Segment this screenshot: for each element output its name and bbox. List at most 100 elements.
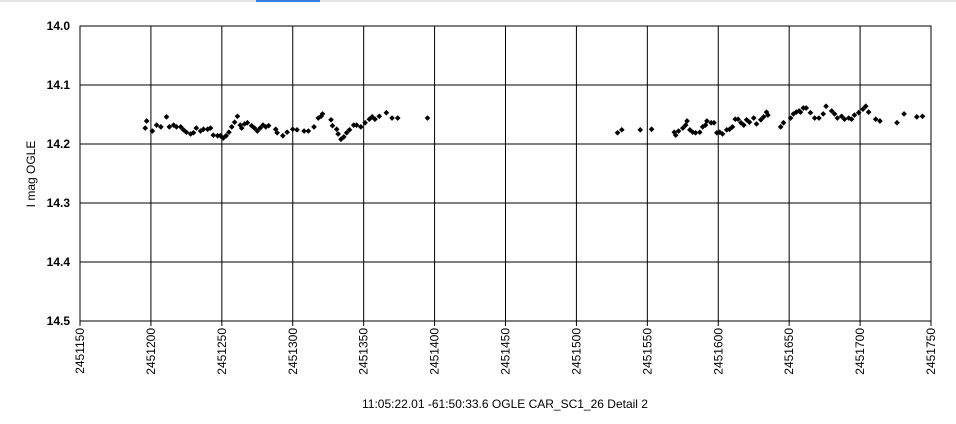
data-point (190, 129, 197, 136)
data-point (333, 126, 340, 133)
data-point (760, 114, 767, 120)
top-tab (256, 0, 320, 2)
data-point (807, 109, 814, 116)
data-point (901, 111, 907, 117)
data-point (153, 122, 160, 128)
data-point (672, 132, 679, 138)
data-point (193, 125, 200, 131)
x-tick-label: 2451350 (357, 328, 371, 375)
data-point (757, 116, 764, 123)
data-point (305, 128, 312, 134)
data-point (692, 129, 699, 136)
data-point (346, 127, 353, 133)
x-tick-label: 2451450 (499, 328, 513, 375)
data-point (279, 132, 286, 139)
data-point (394, 115, 401, 121)
data-point (637, 127, 644, 133)
data-point (803, 105, 810, 111)
data-point (913, 114, 920, 120)
data-point (753, 121, 760, 127)
data-point (740, 122, 747, 128)
y-tick-label: 14.4 (47, 255, 71, 269)
data-point (319, 111, 326, 117)
data-point (820, 111, 827, 117)
data-point (831, 111, 838, 117)
x-tick-label: 2451500 (569, 328, 583, 375)
x-tick-label: 2451400 (428, 328, 442, 375)
data-point (735, 116, 741, 123)
data-point (877, 118, 883, 124)
data-point (353, 122, 360, 128)
data-point (358, 124, 364, 130)
data-point (343, 129, 350, 136)
data-point (732, 116, 739, 123)
data-point (834, 115, 841, 121)
data-point (284, 129, 290, 136)
data-point (257, 125, 263, 131)
data-point (223, 132, 229, 139)
data-point (704, 118, 710, 124)
y-tick-label: 14.5 (47, 314, 71, 328)
data-point (424, 115, 431, 121)
data-point (872, 116, 879, 123)
data-point (177, 124, 184, 130)
data-point (894, 119, 900, 126)
data-point (614, 129, 621, 136)
data-point (719, 131, 726, 137)
data-point (797, 109, 804, 115)
data-point (329, 122, 336, 129)
data-point (200, 126, 207, 133)
data-point (335, 131, 341, 137)
x-tick-label: 2451150 (73, 328, 87, 374)
data-point (851, 112, 858, 118)
data-point (811, 115, 818, 121)
data-point (274, 129, 280, 136)
data-point (816, 115, 822, 121)
data-point (860, 106, 866, 113)
data-point (848, 116, 855, 123)
data-point (841, 116, 848, 123)
data-point (780, 119, 787, 126)
data-point (289, 126, 296, 133)
data-point (207, 125, 214, 131)
x-axis-label: 11:05:22.01 -61:50:33.6 OGLE CAR_SC1_26 … (362, 397, 648, 411)
data-point (265, 122, 272, 129)
data-point (143, 118, 150, 124)
data-point (254, 128, 261, 134)
data-point (684, 118, 690, 124)
x-tick-label: 2451600 (711, 328, 725, 375)
data-point (383, 109, 390, 116)
data-point (340, 134, 347, 140)
data-point (234, 113, 241, 120)
data-point (142, 125, 149, 131)
data-point (828, 108, 835, 114)
data-point (149, 128, 156, 134)
x-tick-label: 2451250 (215, 328, 229, 375)
data-point (228, 124, 235, 130)
data-point (210, 132, 217, 138)
data-point (163, 114, 170, 120)
data-point (238, 125, 245, 131)
data-point (823, 103, 829, 110)
data-point (362, 119, 368, 126)
data-point (675, 128, 682, 134)
y-tick-label: 14.3 (47, 196, 71, 210)
data-point (800, 105, 807, 111)
data-point (711, 119, 717, 126)
data-point (729, 124, 736, 130)
data-point (618, 127, 625, 133)
data-point (231, 119, 238, 125)
x-tick-label: 2451650 (782, 328, 796, 375)
data-point (765, 112, 771, 118)
data-point (226, 129, 232, 136)
data-point (838, 113, 845, 120)
data-point (350, 122, 357, 128)
data-point (328, 116, 334, 123)
y-tick-label: 14.0 (47, 19, 71, 33)
x-tick-label: 2451750 (924, 328, 938, 375)
data-point (158, 124, 164, 130)
y-tick-label: 14.1 (47, 78, 71, 92)
data-point (166, 124, 173, 130)
data-point (183, 129, 190, 136)
